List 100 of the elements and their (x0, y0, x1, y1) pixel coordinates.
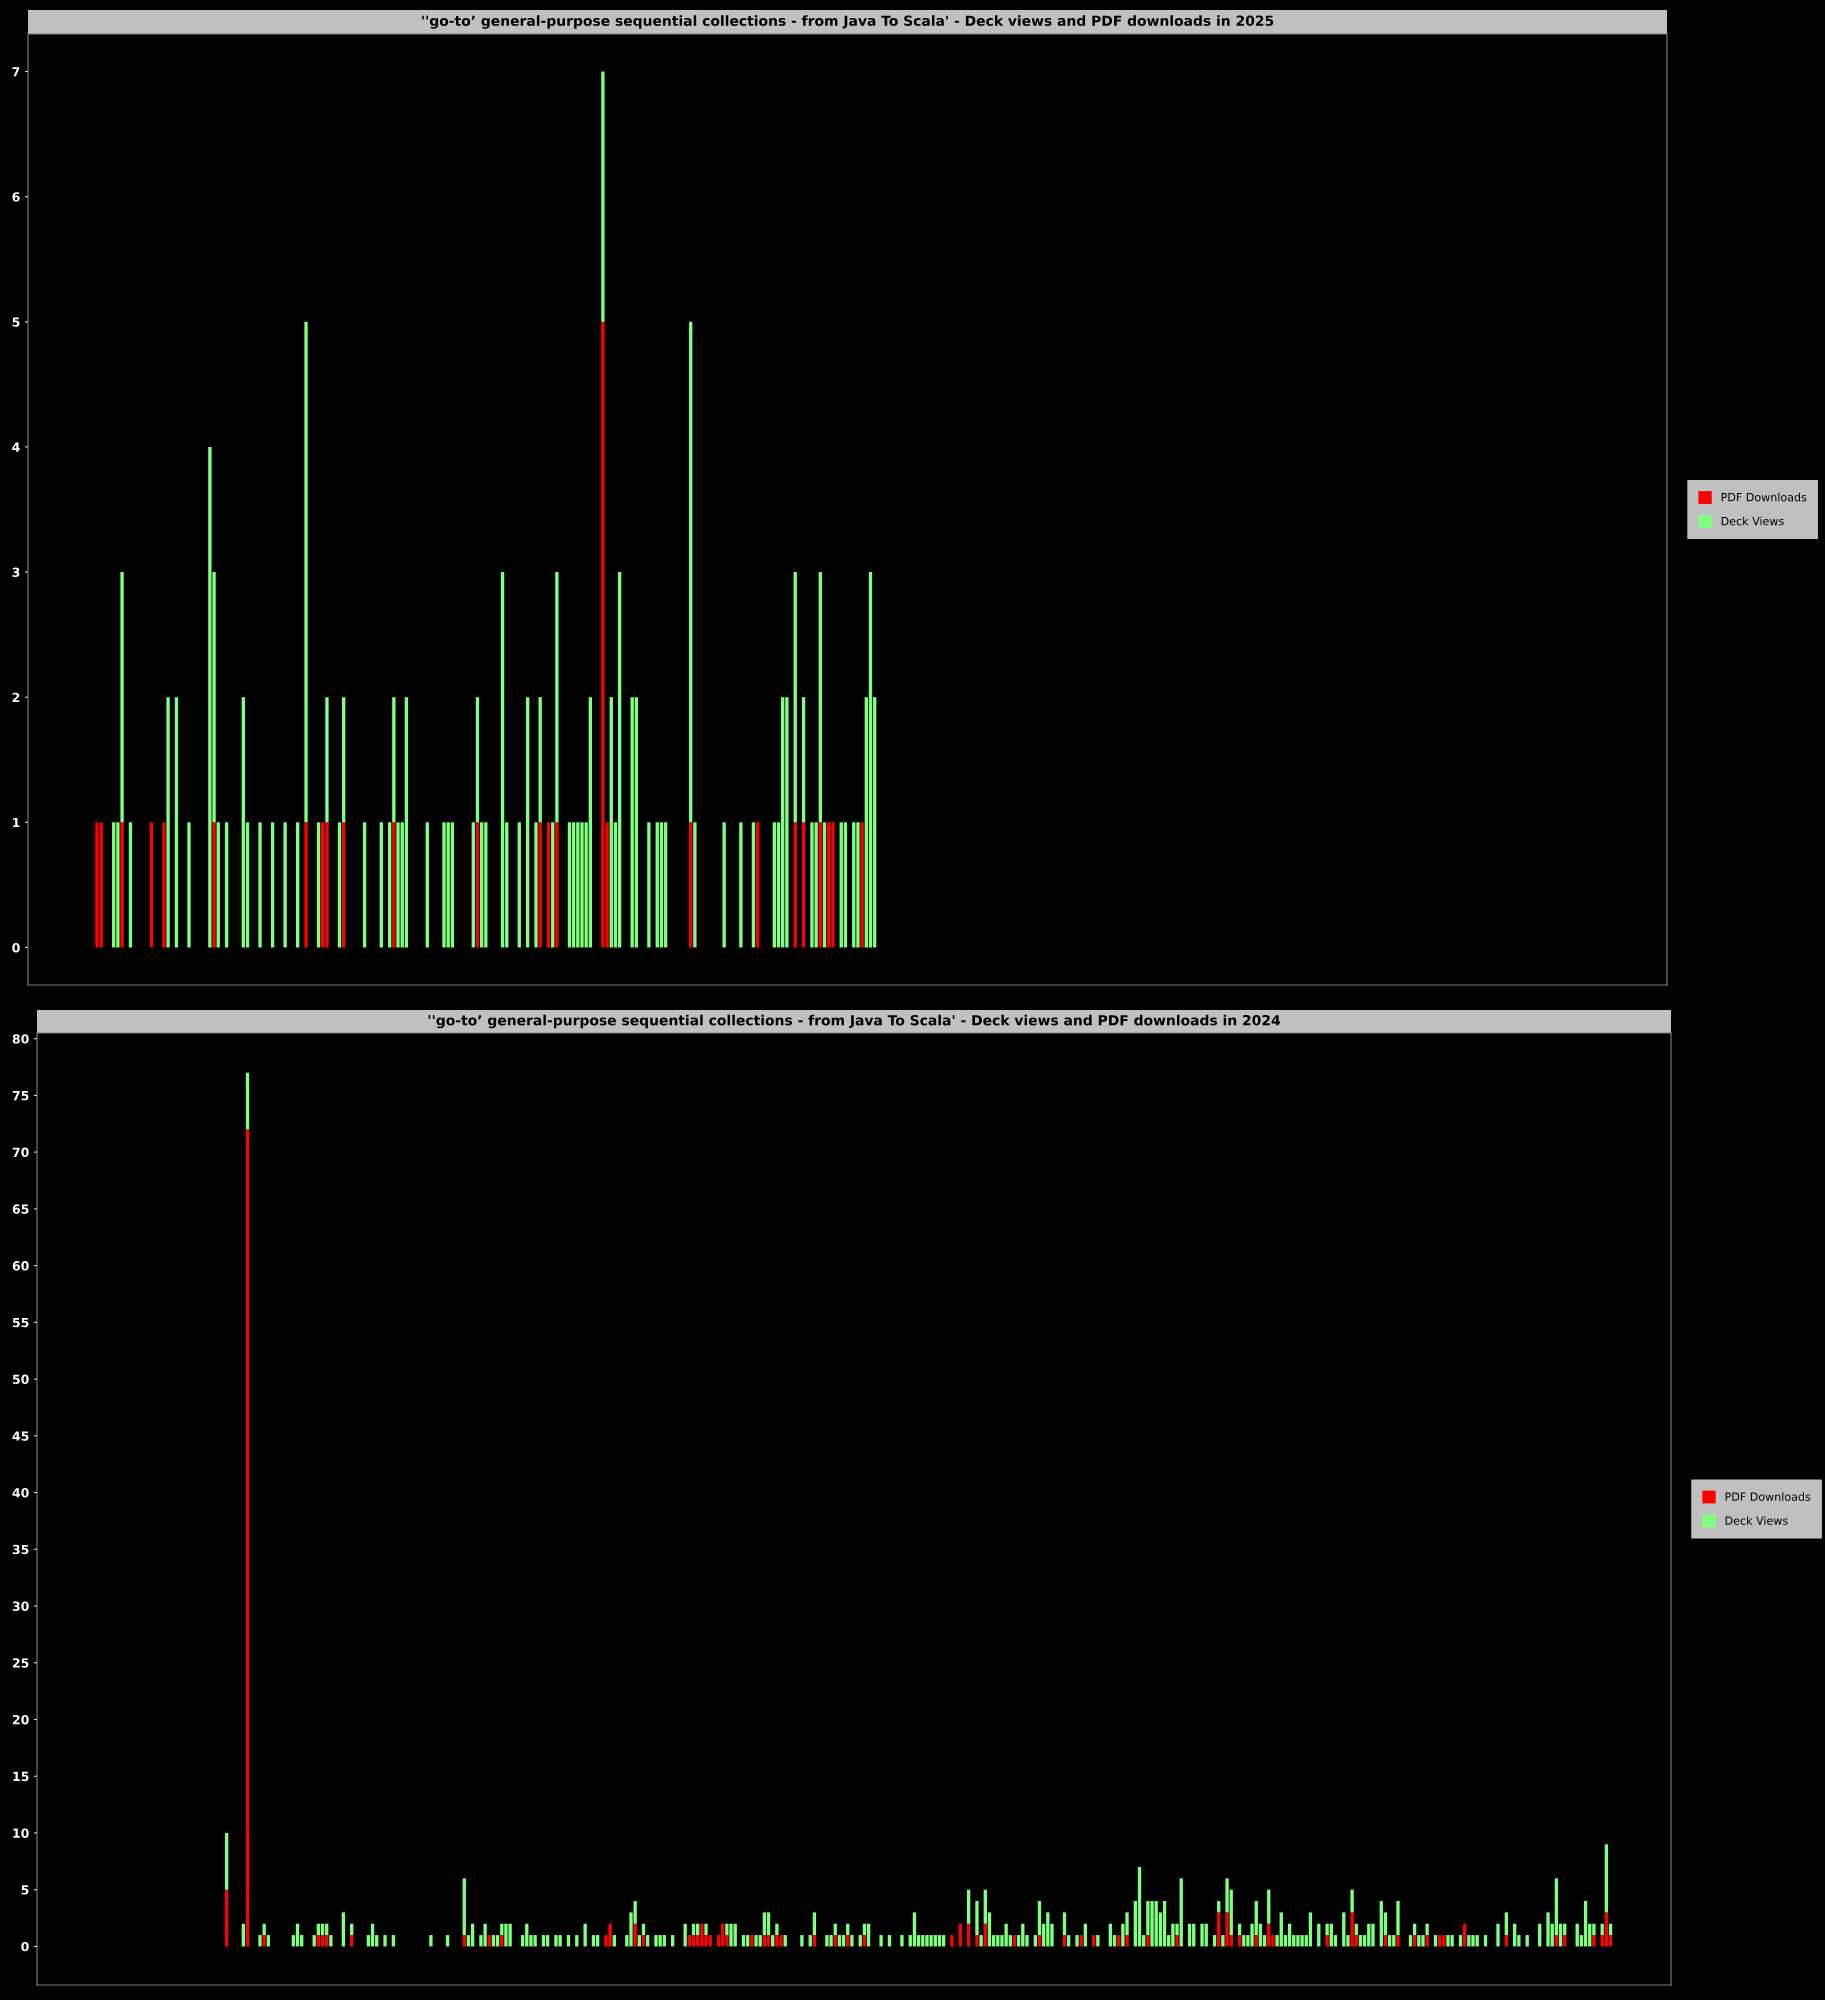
bar (810, 822, 814, 948)
bar (779, 1935, 783, 1947)
bar (1592, 1935, 1596, 1947)
y-tick-label: 70 (12, 1147, 29, 1158)
bar (608, 1923, 612, 1947)
bar (1171, 1923, 1175, 1947)
y-tick-label: 80 (12, 1034, 29, 1044)
bar (208, 446, 212, 948)
bar (187, 822, 191, 948)
bar (950, 1935, 954, 1947)
bar (879, 1935, 883, 1947)
bar (860, 822, 864, 948)
bar (812, 1912, 817, 1936)
bar (785, 697, 789, 948)
bar (814, 822, 818, 948)
legend-label: Deck Views (1725, 1516, 1788, 1525)
bar (212, 822, 216, 948)
bar (793, 572, 797, 823)
legend-label: PDF Downloads (1725, 1492, 1811, 1501)
bar (325, 822, 329, 948)
y-tick-label: 0 (21, 1941, 29, 1952)
bar (850, 1935, 854, 1947)
bar (558, 1935, 562, 1947)
bar (1125, 1935, 1129, 1947)
bar (1421, 1935, 1425, 1947)
bar (258, 822, 262, 948)
bar (304, 822, 308, 948)
bar (304, 321, 308, 823)
y-tick-label: 10 (13, 1828, 29, 1838)
y-tick-label: 35 (12, 1544, 29, 1555)
bar (1300, 1935, 1304, 1947)
bar (224, 1832, 229, 1890)
bar (633, 1923, 637, 1947)
bar (775, 1935, 779, 1947)
bar (99, 822, 103, 948)
bar (1179, 1878, 1183, 1947)
bar (750, 1935, 754, 1947)
y-tick-label: 50 (12, 1374, 29, 1385)
bar (925, 1935, 929, 1947)
bar (429, 1935, 433, 1947)
bar (929, 1935, 933, 1947)
bar (404, 697, 409, 948)
bar (829, 1935, 833, 1947)
bar (781, 697, 785, 948)
bar (1075, 1935, 1079, 1947)
bar (555, 572, 559, 823)
bar (762, 1912, 767, 1936)
bar (392, 822, 396, 948)
bar (1350, 1912, 1354, 1947)
bar (484, 822, 488, 948)
bar (825, 1935, 829, 1947)
bar (609, 697, 613, 948)
legend-label: Deck Views (1721, 516, 1784, 526)
bar (534, 822, 538, 948)
bar (583, 1923, 587, 1947)
bar (580, 822, 584, 948)
bar (704, 1923, 708, 1936)
bar (775, 1923, 779, 1936)
y-tick-label: 45 (12, 1431, 29, 1441)
bar (283, 822, 287, 948)
bar (588, 697, 593, 948)
bar (1221, 1935, 1225, 1947)
bar (617, 572, 622, 948)
bar (1546, 1912, 1550, 1947)
bar (729, 1923, 733, 1947)
y-tick-label: 6 (12, 192, 20, 202)
bar (1425, 1935, 1429, 1947)
legend-label: PDF Downloads (1721, 492, 1807, 502)
bar (1004, 1923, 1008, 1947)
y-tick-label: 25 (12, 1658, 29, 1668)
bar (831, 822, 835, 948)
y-tick-label: 3 (12, 567, 20, 577)
bar (383, 1935, 387, 1947)
bar (533, 1935, 537, 1947)
bar (396, 822, 400, 948)
bar (1504, 1912, 1509, 1936)
y-tick-label: 75 (12, 1091, 29, 1101)
bar (555, 822, 559, 948)
bar (174, 697, 179, 948)
bar (245, 1129, 250, 1947)
bar (554, 1935, 558, 1947)
y-tick-label: 15 (13, 1771, 29, 1782)
bar (462, 1878, 466, 1936)
bar (647, 822, 651, 948)
bar (868, 572, 873, 948)
y-tick-label: 0 (12, 942, 20, 953)
bar (241, 697, 245, 948)
bar (689, 321, 693, 823)
bar (483, 1923, 487, 1947)
bar (120, 822, 124, 948)
bar (525, 697, 530, 948)
y-tick-label: 7 (12, 67, 20, 77)
bar (979, 1935, 983, 1947)
bar (975, 1935, 979, 1947)
y-tick-label: 5 (21, 1885, 29, 1895)
y-tick-label: 5 (12, 317, 20, 327)
y-tick-label: 40 (12, 1488, 29, 1498)
chart-title: ''go-to’ general-purpose sequential collections - from Java To Scala' - Deck views and PDF downloads in 2025 (422, 15, 1274, 29)
y-tick-label: 20 (12, 1714, 29, 1725)
bar (166, 697, 170, 948)
